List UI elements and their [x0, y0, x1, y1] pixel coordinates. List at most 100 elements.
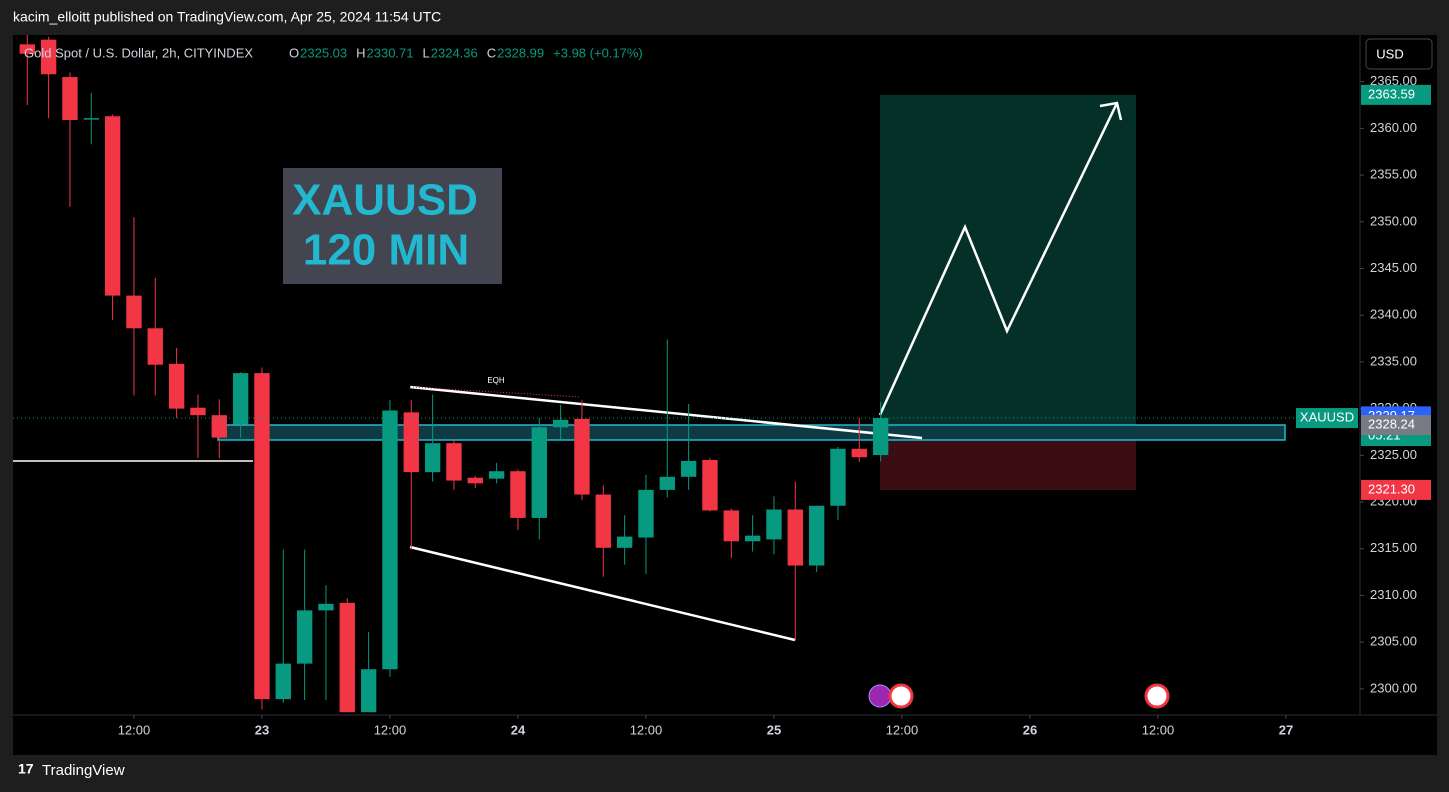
price-label: 2363.59 — [1368, 86, 1415, 101]
y-tick-label: 2355.00 — [1370, 167, 1417, 182]
currency-button[interactable] — [1365, 38, 1433, 70]
candle-body — [744, 535, 761, 542]
candle-body — [83, 118, 99, 120]
support-zone — [217, 424, 1286, 441]
event-icon — [888, 683, 914, 709]
x-tick-label: 27 — [1279, 722, 1293, 737]
x-tick-label: 12:00 — [118, 722, 151, 737]
projection-arrow — [878, 102, 1119, 416]
x-tick-label: 12:00 — [630, 722, 663, 737]
x-tick-label: 23 — [255, 722, 269, 737]
x-tick-label: 12:00 — [1142, 722, 1175, 737]
candle-body — [339, 602, 355, 713]
legend-value: 2325.03 — [300, 45, 347, 60]
candle-body — [723, 510, 739, 542]
price-label: 2321.30 — [1368, 481, 1415, 496]
candle-body — [787, 509, 803, 566]
candle-body — [168, 363, 185, 409]
target-zone — [880, 95, 1136, 440]
price-label-box — [1361, 415, 1431, 436]
candle-body — [531, 427, 547, 518]
legend-change: +3.98 (+0.17%) — [553, 45, 643, 60]
trend-line — [409, 545, 796, 642]
candle-body — [275, 663, 291, 700]
candle-body — [104, 116, 121, 296]
candle-body — [595, 494, 611, 548]
y-tick-label: 2310.00 — [1370, 587, 1417, 602]
y-tick-label: 2340.00 — [1370, 307, 1417, 322]
stop-zone — [880, 440, 1136, 490]
candle-body — [382, 410, 398, 670]
candle-body — [403, 412, 419, 473]
arrow-head — [1099, 101, 1123, 121]
candle-body — [424, 443, 441, 473]
annotation: EQH — [487, 376, 505, 385]
plot: EQH — [13, 35, 1360, 713]
candle-body — [766, 509, 782, 540]
annotation: 120 MIN — [303, 226, 469, 275]
candle-body — [62, 77, 78, 120]
candle-body — [190, 407, 206, 416]
footer: TradingView — [42, 762, 125, 779]
y-tick-label: 2335.00 — [1370, 353, 1417, 368]
y-tick-label: 2350.00 — [1370, 213, 1417, 228]
candle-body — [232, 373, 249, 425]
candle-body — [318, 603, 334, 611]
candle-body — [659, 476, 675, 490]
legend-key: O — [289, 45, 299, 60]
header: kacim_elloitt published on TradingView.c… — [13, 9, 441, 25]
candle-body — [638, 489, 654, 538]
candle-body — [830, 448, 846, 506]
currency-button-label[interactable]: USD — [1376, 46, 1403, 61]
candle-body — [616, 536, 633, 548]
x-tick-label: 24 — [511, 722, 526, 737]
candle-body — [680, 460, 697, 477]
candle-body — [254, 373, 270, 700]
legend-title: Gold Spot / U.S. Dollar, 2h, CITYINDEX — [24, 45, 253, 60]
symbol-box — [1296, 408, 1358, 429]
candle-body — [147, 328, 163, 365]
legend-key: C — [487, 45, 496, 60]
x-tick-label: 26 — [1023, 722, 1037, 737]
legend-value: 2324.36 — [431, 45, 478, 60]
candle-body — [488, 471, 505, 479]
trend-line — [409, 385, 923, 440]
y-tick-label: 2360.00 — [1370, 120, 1417, 135]
legend-key: L — [423, 45, 430, 60]
y-tick-label: 2300.00 — [1370, 680, 1417, 695]
price-label: 2328.24 — [1368, 417, 1415, 432]
legend-value: 2330.71 — [367, 45, 414, 60]
candle-body — [510, 471, 526, 518]
event-icon — [868, 684, 892, 708]
legend-values: O 2325.03 H 2330.71 L 2324.36 C 2328.99 +3.98 (+… — [289, 45, 643, 60]
candle-body — [808, 505, 825, 566]
annotation-box — [283, 168, 502, 284]
candle-body — [872, 418, 889, 456]
annotation: XAUUSD — [292, 176, 478, 225]
y-tick-label: 2345.00 — [1370, 260, 1417, 275]
logo: 17 — [18, 761, 34, 777]
candle-body — [211, 415, 227, 438]
candle-body — [702, 460, 718, 511]
event-icon — [1144, 683, 1170, 709]
y-tick-label: 2315.00 — [1370, 540, 1417, 555]
price-label-box — [1361, 479, 1431, 500]
candle-body — [467, 477, 483, 484]
legend-key: H — [356, 45, 365, 60]
chart-pane — [13, 35, 1437, 755]
candle-body — [360, 669, 377, 713]
candle-body — [40, 39, 57, 75]
symbol-label: XAUUSD — [1300, 409, 1354, 424]
candle-body — [446, 443, 462, 481]
candle-body — [552, 419, 569, 428]
x-tick-label: 12:00 — [886, 722, 919, 737]
candle-body — [296, 610, 313, 664]
x-tick-label: 12:00 — [374, 722, 407, 737]
candle-body — [19, 44, 35, 54]
candle-body — [851, 448, 867, 458]
legend-value: 2328.99 — [497, 45, 544, 60]
event-icons — [868, 683, 1170, 709]
candle-body — [126, 295, 142, 329]
